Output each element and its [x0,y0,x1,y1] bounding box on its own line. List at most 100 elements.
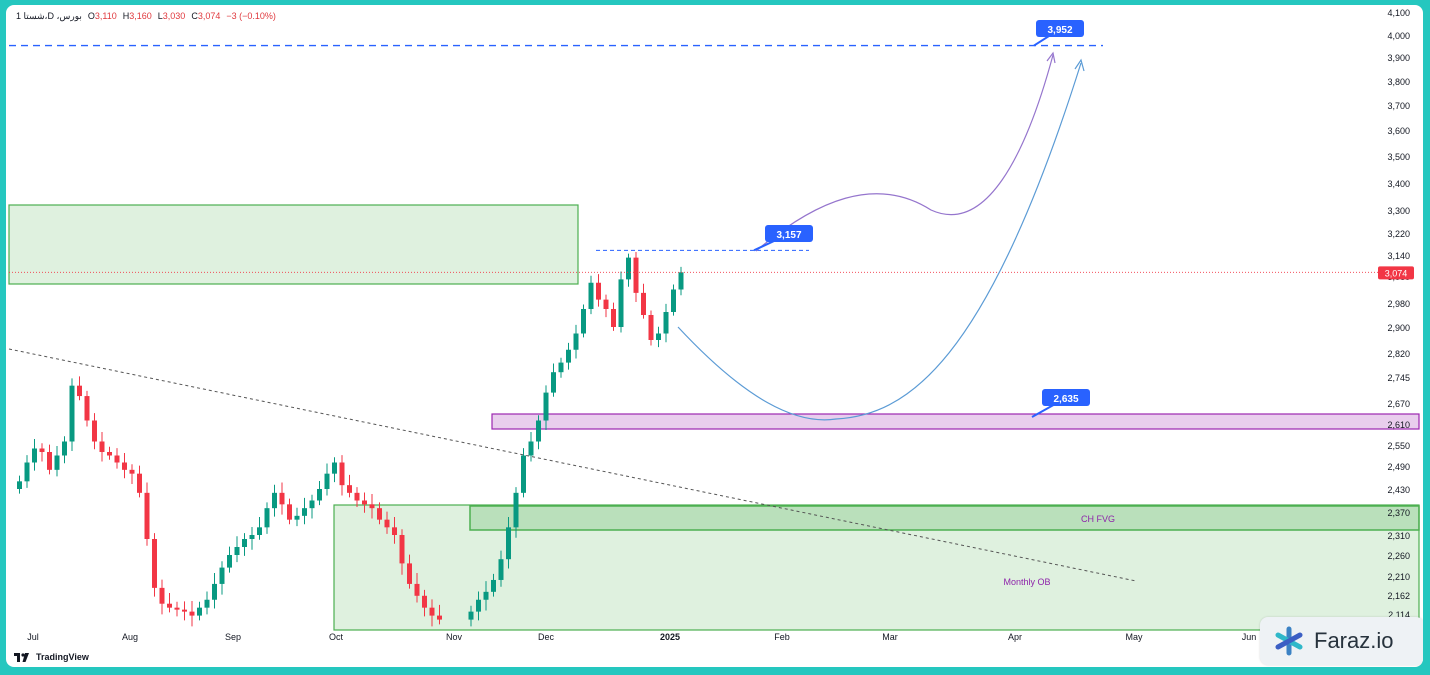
y-tick-label: 2,490 [1387,462,1410,472]
y-tick-label: 3,600 [1387,126,1410,136]
candle-body [354,492,360,501]
candle-body [491,579,496,592]
candle-body [603,299,609,309]
candle-body [137,473,142,493]
tradingview-logo[interactable]: TradingView [14,652,89,662]
change-value: −3 (−0.10%) [226,11,276,21]
symbol-label[interactable]: 1 شستا،D ،بورس [16,11,82,21]
y-tick-label: 2,310 [1387,531,1410,541]
candle-body [242,539,247,547]
y-tick-label: 4,000 [1387,31,1410,41]
demand-zone [491,413,1420,430]
callout-2635-box [1042,389,1090,406]
candle-body [212,583,217,600]
high-value: 3,160 [129,11,152,21]
price-badge-box [1378,266,1414,280]
x-tick-label: Apr [1008,632,1022,642]
callout-3952-box [1036,20,1084,37]
candle-body [392,527,397,535]
candle-body [167,603,172,608]
fvg-label: CH FVG [1081,514,1115,524]
candle-body [377,508,382,520]
callout-3157-box [765,225,813,242]
y-tick-label: 2,162 [1387,591,1410,601]
candle-body [573,333,579,350]
x-tick-label: Mar [882,632,898,642]
candle-body [174,607,180,610]
candle-body [339,462,345,486]
y-tick-label: 3,800 [1387,77,1410,87]
candle-body [476,599,481,612]
candle-body [69,385,75,442]
candle-body [129,469,135,474]
candle-body [249,535,255,539]
y-tick-label: 3,700 [1387,101,1410,111]
x-tick-label: Jun [1242,632,1257,642]
candle-body [347,485,352,493]
candle-body [144,492,150,539]
candle-body [182,609,187,612]
candle-body [626,257,631,280]
candle-body [618,279,624,327]
callout-2635-text: 2,635 [1053,394,1078,405]
projection-arrow-purple [755,54,1054,252]
candlestick-chart[interactable]: 3,952 3,157 2,635 CH FVG Monthly OB 4,100 4,0… [6,5,1423,667]
candle-body [536,420,541,442]
candle-body [483,591,489,600]
candle-body [399,535,405,564]
low-value: 3,030 [162,11,186,21]
candle-body [596,282,601,300]
candle-body [588,282,594,309]
candle-body [279,492,285,505]
y-tick-label: 2,900 [1387,323,1410,333]
tradingview-label: TradingView [36,652,89,662]
y-tick-label: 2,610 [1387,420,1410,430]
watermark-brand: Faraz.io [1314,628,1394,653]
candle-body [62,441,67,456]
projection-arrowhead-purple [1046,51,1056,64]
x-tick-label: Nov [446,632,463,642]
y-tick-label: 2,370 [1387,508,1410,518]
candle-body [309,500,315,509]
projection-arrow-blue [677,62,1082,421]
candle-body [656,333,661,340]
candle-body [272,492,277,509]
faraz-watermark: Faraz.io [1260,617,1423,665]
open-label: O [87,11,95,21]
candle-body [362,500,367,505]
candle-body [189,611,195,616]
candle-body [671,289,676,312]
callout-3952-text: 3,952 [1047,25,1072,36]
y-tick-label: 4,100 [1387,8,1410,18]
candle-body [227,555,232,568]
candle-body [468,611,474,620]
candle-body [369,504,375,509]
x-tick-label: Dec [538,632,555,642]
candle-body [107,452,112,456]
y-tick-label: 2,550 [1387,441,1410,451]
y-tick-label: 2,670 [1387,399,1410,409]
candle-body [47,452,52,470]
candle-body [521,455,526,493]
y-tick-label: 2,980 [1387,299,1410,309]
candle-body [302,508,307,516]
x-tick-label: Oct [329,632,344,642]
low-label: L [157,11,163,21]
candle-body [566,349,571,363]
candle-body [152,539,157,588]
close-label: C [191,11,198,21]
candle-body [324,473,330,489]
y-tick-label: 3,220 [1387,229,1410,239]
candle-body [506,527,511,560]
candle-body [663,312,669,334]
y-tick-label: 2,260 [1387,551,1410,561]
y-tick-label: 3,900 [1387,53,1410,63]
candle-body [54,455,60,470]
candle-body [437,615,442,620]
candle-body [543,392,549,421]
candle-body [422,595,427,608]
ob-label: Monthly OB [1003,577,1050,587]
candle-body [641,292,646,315]
x-tick-label: May [1125,632,1143,642]
candle-body [114,455,120,463]
